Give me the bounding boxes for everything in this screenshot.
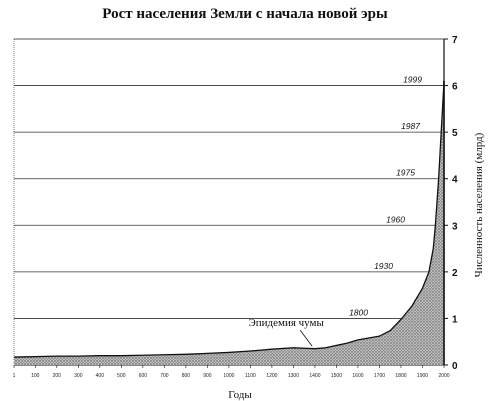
- year-marker-label: 1800: [349, 307, 368, 317]
- annotation-arrow: [299, 329, 313, 347]
- x-tick-label: 1500: [331, 373, 342, 379]
- x-tick-label: 700: [160, 373, 169, 379]
- y-tick-label: 7: [452, 35, 458, 46]
- x-tick-label: 1600: [352, 373, 363, 379]
- x-tick-label: 200: [53, 373, 62, 379]
- annotation-label: Эпидемия чумы: [248, 317, 324, 329]
- y-tick-label: 2: [452, 268, 458, 279]
- x-tick-label: 600: [139, 373, 148, 379]
- x-tick-label: 1: [13, 373, 16, 379]
- x-tick-label: 1000: [223, 373, 234, 379]
- y-tick-label: 6: [452, 82, 458, 93]
- x-tick-label: 1400: [309, 373, 320, 379]
- x-tick-label: 500: [117, 373, 126, 379]
- x-tick-label: 1700: [374, 373, 385, 379]
- x-tick-label: 400: [96, 373, 105, 379]
- year-marker-label: 1987: [401, 121, 420, 131]
- x-tick-label: 1900: [417, 373, 428, 379]
- y-tick-label: 0: [452, 361, 458, 372]
- y-tick-label: 1: [452, 314, 458, 325]
- y-tick-label: 4: [452, 175, 458, 186]
- x-tick-label: 2000: [438, 373, 449, 379]
- x-tick-label: 1800: [395, 373, 406, 379]
- y-tick-label: 3: [452, 221, 458, 232]
- year-marker-label: 1975: [396, 168, 415, 178]
- chart-title: Рост населения Земли с начала новой эры: [102, 6, 388, 22]
- x-tick-label: 100: [31, 373, 40, 379]
- population-line: [13, 80, 445, 358]
- x-tick-label: 300: [74, 373, 83, 379]
- x-tick-label: 1300: [288, 373, 299, 379]
- y-axis-label: Численность населения (млрд): [473, 132, 485, 277]
- y-tick-label: 5: [452, 128, 458, 139]
- population-area: [14, 80, 444, 366]
- x-tick-label: 1200: [266, 373, 277, 379]
- year-marker-label: 1960: [386, 214, 405, 224]
- x-tick-label: 1100: [245, 373, 256, 379]
- x-tick-label: 800: [182, 373, 191, 379]
- year-marker-label: 1999: [403, 75, 422, 85]
- year-marker-label: 1930: [374, 261, 393, 271]
- x-tick-label: 900: [203, 373, 212, 379]
- x-axis-label: Годы: [228, 389, 252, 401]
